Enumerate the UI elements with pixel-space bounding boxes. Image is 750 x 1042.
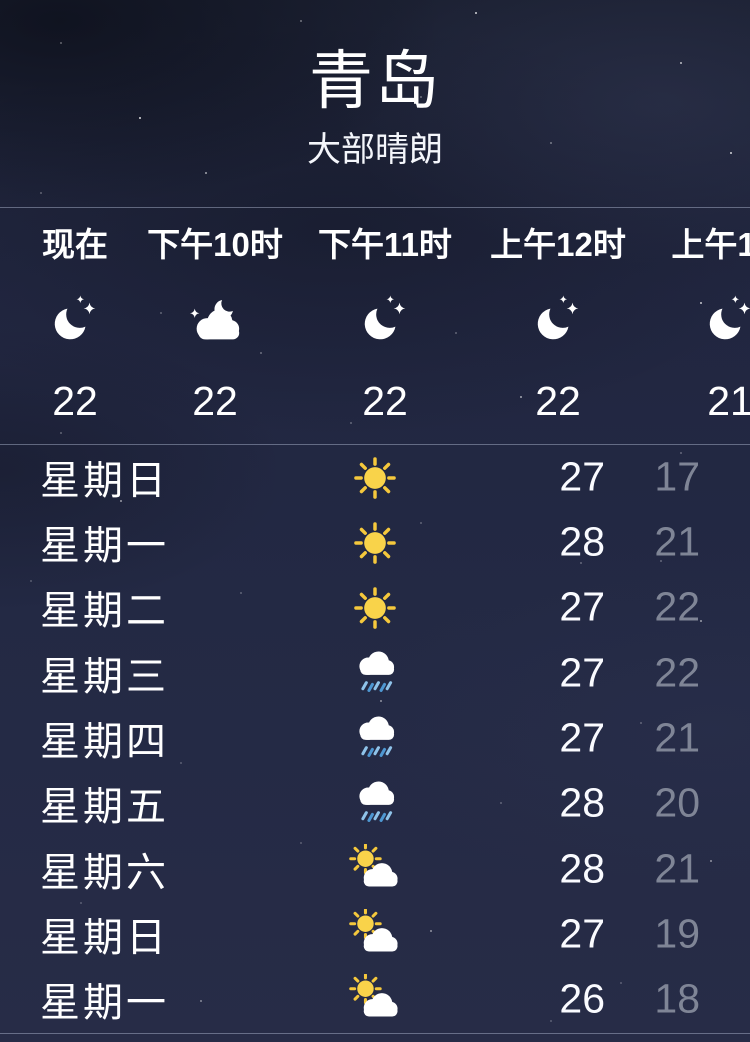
low-temperature: 17	[654, 453, 700, 500]
high-temperature: 27	[559, 649, 605, 696]
hour-temperature: 22	[192, 378, 238, 424]
low-temperature: 18	[654, 975, 700, 1022]
sun-cloud-icon	[349, 974, 401, 1026]
moon-stars-icon	[46, 292, 104, 350]
high-temperature: 27	[559, 453, 605, 500]
day-label: 星期日	[40, 915, 169, 960]
daily-row: 星期三 27 22	[0, 641, 750, 706]
current-condition-text: 大部晴朗	[307, 131, 443, 169]
daily-row: 星期一 26 18	[0, 968, 750, 1033]
high-temperature: 28	[559, 518, 605, 565]
hour-label: 下午10时	[147, 226, 283, 263]
city-name: 青岛	[309, 45, 441, 117]
hour-temperature: 22	[362, 378, 408, 424]
rain-icon	[349, 713, 401, 765]
hour-label: 上午1时	[671, 226, 750, 263]
high-temperature: 28	[559, 779, 605, 826]
daily-row: 星期一 28 21	[0, 510, 750, 575]
daily-row: 星期日 27 19	[0, 902, 750, 967]
rain-icon	[349, 648, 401, 700]
hour-label: 上午12时	[490, 226, 626, 263]
hourly-forecast-strip[interactable]: 现在 22 下午10时 22 下午11时 22 上午12时 22	[0, 207, 750, 445]
daily-row: 星期二 27 22	[0, 576, 750, 641]
daily-row: 星期六 28 21	[0, 837, 750, 902]
low-temperature: 21	[654, 845, 700, 892]
rain-icon	[349, 778, 401, 830]
sun-icon	[349, 452, 401, 504]
low-temperature: 21	[654, 714, 700, 761]
hour-label: 下午11时	[318, 226, 452, 263]
sun-icon	[349, 517, 401, 569]
hourly-item: 下午11时 22	[295, 208, 475, 444]
day-label: 星期六	[40, 850, 169, 895]
low-temperature: 21	[654, 518, 700, 565]
hour-temperature: 21	[707, 378, 750, 424]
hourly-item: 现在 22	[0, 208, 165, 444]
hourly-item: 上午1时 21	[640, 208, 750, 444]
high-temperature: 26	[559, 975, 605, 1022]
low-temperature: 22	[654, 649, 700, 696]
high-temperature: 27	[559, 910, 605, 957]
high-temperature: 27	[559, 583, 605, 630]
moon-stars-icon	[356, 292, 414, 350]
sun-icon	[349, 582, 401, 634]
moon-stars-icon	[701, 292, 750, 350]
day-label: 星期五	[40, 785, 169, 830]
low-temperature: 22	[654, 583, 700, 630]
hour-temperature: 22	[52, 378, 98, 424]
hour-temperature: 22	[535, 378, 581, 424]
moon-stars-icon	[529, 292, 587, 350]
daily-row: 星期四 27 21	[0, 706, 750, 771]
daily-row: 星期五 28 20	[0, 772, 750, 837]
day-label: 星期一	[40, 523, 169, 568]
low-temperature: 20	[654, 779, 700, 826]
cloud-moon-icon	[186, 292, 244, 350]
hour-label: 现在	[42, 226, 108, 263]
hourly-item: 上午12时 22	[468, 208, 648, 444]
daily-forecast-list[interactable]: 星期日 27 17 星期一 28 21 星期二 27 22 星期三	[0, 445, 750, 1034]
high-temperature: 27	[559, 714, 605, 761]
day-label: 星期三	[40, 654, 169, 699]
day-label: 星期四	[40, 719, 169, 764]
day-label: 星期日	[40, 458, 169, 503]
daily-row: 星期日 27 17	[0, 445, 750, 510]
sun-cloud-icon	[349, 909, 401, 961]
high-temperature: 28	[559, 845, 605, 892]
hourly-item: 下午10时 22	[125, 208, 305, 444]
low-temperature: 19	[654, 910, 700, 957]
day-label: 星期二	[40, 589, 169, 634]
day-label: 星期一	[40, 981, 169, 1026]
sun-cloud-icon	[349, 844, 401, 896]
